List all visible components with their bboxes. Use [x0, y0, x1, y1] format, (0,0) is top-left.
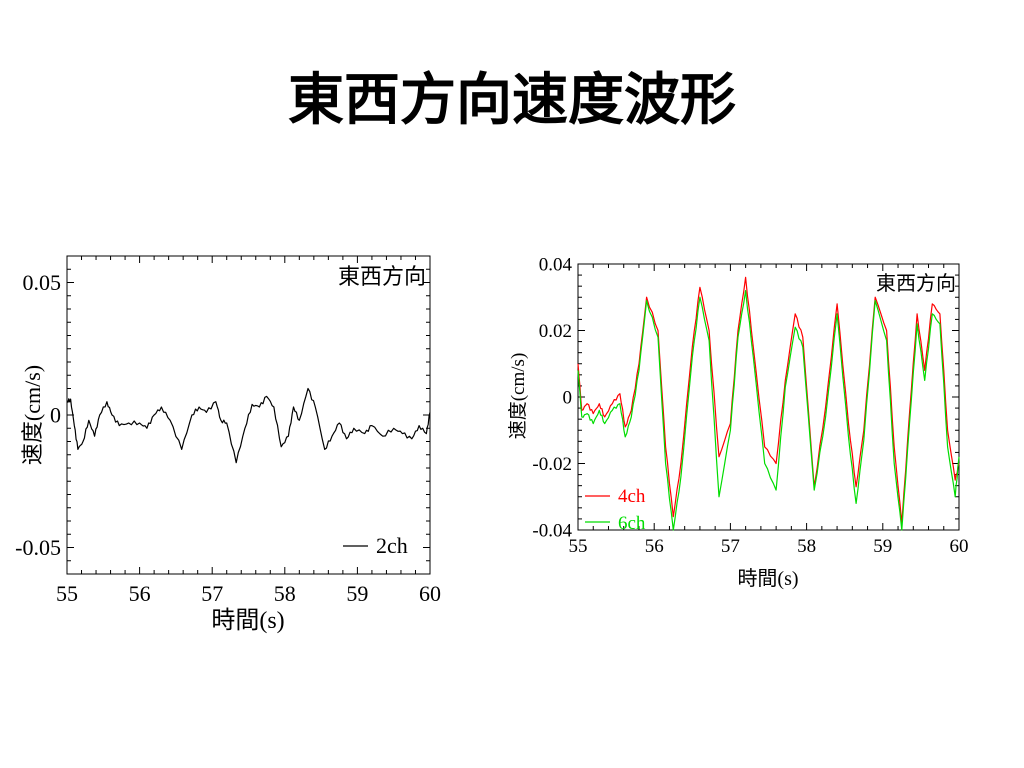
chart-4ch-6ch: 55 56 57 58 59 60 -0.04 -0.02 0 0.02 0.04 東西方向 4c…	[507, 255, 969, 590]
x-tick-label: 60	[419, 581, 441, 606]
x-tick-label: 55	[569, 536, 588, 557]
x-ticks: 55 56 57 58 59 60	[569, 264, 969, 557]
legend: 2ch	[343, 533, 408, 558]
slide-title: 東西方向速度波形	[288, 68, 736, 133]
x-tick-label: 56	[129, 581, 151, 606]
y-tick-label: 0.04	[539, 255, 573, 276]
y-tick-label: 0	[563, 388, 573, 409]
y-tick-label: -0.02	[532, 454, 572, 475]
y-tick-label: 0.05	[23, 270, 62, 295]
x-tick-label: 58	[274, 581, 296, 606]
x-tick-label: 59	[346, 581, 368, 606]
y-tick-label: 0	[50, 403, 61, 428]
chart-annotation: 東西方向	[876, 271, 956, 295]
y-axis-label: 速度(cm/s)	[507, 353, 529, 440]
x-tick-label: 60	[950, 536, 969, 557]
series-line-2ch	[66, 387, 431, 464]
y-tick-label: -0.05	[15, 535, 61, 560]
y-tick-label: 0.02	[539, 321, 572, 342]
series-layer	[577, 276, 960, 531]
chart-2ch: 55 56 57 58 59 60 -0.05 0 0.05 東西方向 2ch 時間(s) 速…	[15, 255, 441, 634]
series-line-4ch	[577, 276, 960, 524]
legend-label-6ch: 6ch	[618, 513, 646, 534]
legend-label-4ch: 4ch	[618, 486, 646, 507]
y-axis-label: 速度(cm/s)	[20, 365, 45, 465]
x-tick-label: 56	[645, 536, 664, 557]
y-tick-label: -0.04	[532, 521, 572, 542]
series-line-6ch	[577, 290, 960, 531]
y-ticks: -0.04 -0.02 0 0.02 0.04	[532, 255, 959, 542]
legend: 4ch 6ch	[585, 486, 646, 534]
x-ticks: 55 56 57 58 59 60	[56, 256, 441, 606]
x-tick-label: 57	[721, 536, 740, 557]
x-tick-label: 57	[201, 581, 223, 606]
legend-label-2ch: 2ch	[376, 533, 408, 558]
x-tick-label: 58	[797, 536, 816, 557]
y-ticks: -0.05 0 0.05	[15, 255, 430, 575]
x-tick-label: 55	[56, 581, 78, 606]
x-tick-label: 59	[873, 536, 892, 557]
series-layer	[66, 387, 431, 464]
chart-annotation: 東西方向	[338, 265, 426, 290]
x-axis-label: 時間(s)	[211, 607, 284, 634]
x-axis-label: 時間(s)	[737, 567, 798, 590]
